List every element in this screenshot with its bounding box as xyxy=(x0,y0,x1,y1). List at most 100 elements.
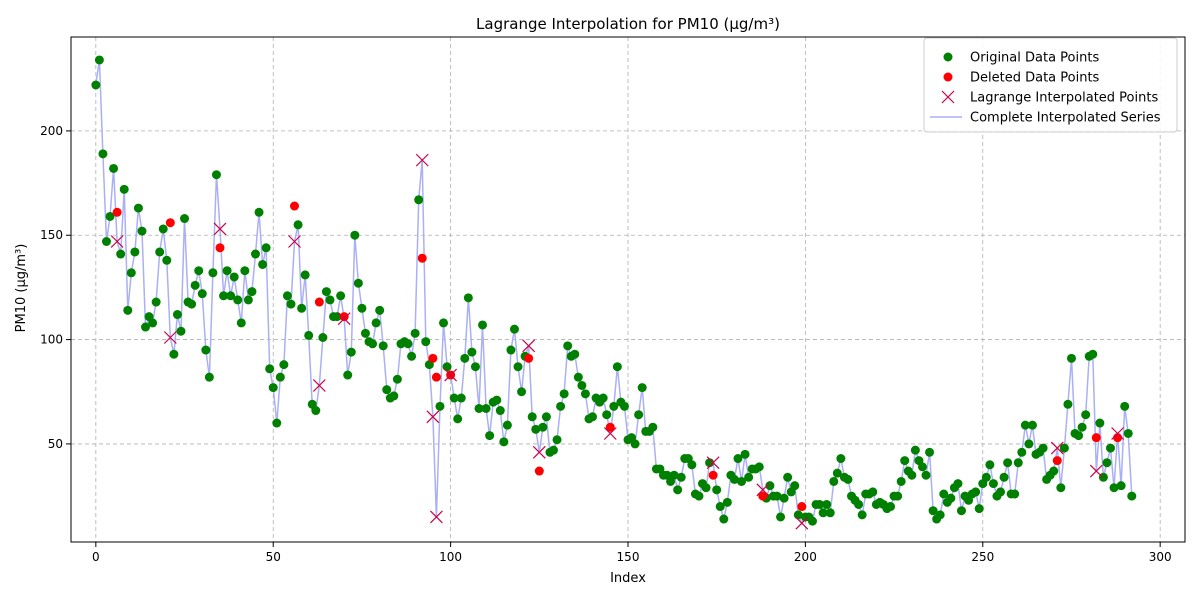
original-data-point xyxy=(353,278,363,288)
original-data-point xyxy=(141,322,151,332)
original-data-point xyxy=(815,499,825,509)
original-data-point xyxy=(981,472,991,482)
original-data-point xyxy=(687,460,697,470)
original-data-point xyxy=(548,445,558,455)
original-data-point xyxy=(634,410,644,420)
original-data-point xyxy=(506,345,516,355)
original-data-point xyxy=(1077,422,1087,432)
original-data-point xyxy=(648,422,658,432)
lagrange-interpolated-point xyxy=(522,339,536,353)
original-data-point xyxy=(300,270,310,280)
y-axis-title: PM10 (µg/m³) xyxy=(14,244,29,333)
lagrange-interpolated-point xyxy=(337,312,351,326)
original-data-point xyxy=(169,349,179,359)
x-tick-label: 250 xyxy=(971,550,994,564)
original-data-point xyxy=(499,437,509,447)
original-data-point xyxy=(98,149,108,159)
original-data-point xyxy=(350,230,360,240)
original-data-point xyxy=(630,439,640,449)
deleted-data-point xyxy=(314,297,324,307)
original-data-point xyxy=(580,389,590,399)
original-data-point xyxy=(201,345,211,355)
deleted-data-point xyxy=(758,491,768,501)
original-data-point xyxy=(843,474,853,484)
original-data-point xyxy=(939,489,949,499)
original-data-point xyxy=(1066,353,1076,363)
original-data-point xyxy=(907,470,917,480)
original-data-point xyxy=(155,247,165,257)
deleted-data-point xyxy=(1113,433,1123,443)
original-data-point xyxy=(737,476,747,486)
original-data-point xyxy=(733,454,743,464)
x-axis-title: Index xyxy=(610,571,646,586)
original-data-point xyxy=(1020,420,1030,430)
original-data-point xyxy=(744,472,754,482)
original-data-point xyxy=(190,280,200,290)
original-data-point xyxy=(836,454,846,464)
original-data-point xyxy=(538,422,548,432)
original-data-point xyxy=(204,372,214,382)
legend-interpolated-label: Lagrange Interpolated Points xyxy=(970,91,1158,106)
original-data-point xyxy=(151,297,161,307)
original-data-point xyxy=(1081,410,1091,420)
original-data-point xyxy=(765,481,775,491)
deleted-data-point xyxy=(605,422,615,432)
original-data-point xyxy=(886,502,896,512)
deleted-data-point xyxy=(165,218,175,228)
original-data-point xyxy=(570,349,580,359)
original-data-point xyxy=(531,424,541,434)
deleted-data-point xyxy=(1091,433,1101,443)
original-data-point xyxy=(460,353,470,363)
original-data-point xyxy=(953,479,963,489)
original-data-point xyxy=(222,266,232,276)
original-data-point xyxy=(1027,420,1037,430)
original-data-point xyxy=(236,318,246,328)
original-data-point xyxy=(712,485,722,495)
y-tick-label: 100 xyxy=(40,333,63,347)
original-data-point xyxy=(559,389,569,399)
deleted-data-point xyxy=(215,243,225,253)
lagrange-interpolated-point xyxy=(429,510,443,524)
original-data-point xyxy=(275,372,285,382)
original-data-point xyxy=(91,80,101,90)
original-data-point xyxy=(573,372,583,382)
original-data-point xyxy=(1088,349,1098,359)
original-data-point xyxy=(485,431,495,441)
original-data-point xyxy=(226,291,236,301)
lagrange-interpolated-point xyxy=(288,235,301,248)
lagrange-interpolated-point xyxy=(706,456,720,470)
original-data-point xyxy=(854,499,864,509)
original-data-point xyxy=(343,370,353,380)
original-data-point xyxy=(893,491,903,501)
original-data-point xyxy=(541,412,551,422)
original-data-point xyxy=(94,55,104,65)
original-data-point xyxy=(286,299,296,309)
original-data-point xyxy=(673,485,683,495)
original-data-point xyxy=(435,401,445,411)
original-data-point xyxy=(158,224,168,234)
original-data-point xyxy=(779,493,789,503)
original-data-point xyxy=(208,268,218,278)
original-data-point xyxy=(722,497,732,507)
original-data-point xyxy=(928,506,938,516)
original-data-point xyxy=(900,456,910,466)
original-data-point xyxy=(669,470,679,480)
original-data-point xyxy=(705,458,715,468)
x-tick-label: 150 xyxy=(617,550,640,564)
original-data-point xyxy=(194,266,204,276)
original-data-point xyxy=(1010,489,1020,499)
original-data-point xyxy=(910,445,920,455)
original-data-point xyxy=(701,483,711,493)
original-data-point xyxy=(421,337,431,347)
y-tick-label: 200 xyxy=(40,124,63,138)
deleted-data-point xyxy=(431,372,441,382)
deleted-data-point xyxy=(417,253,427,263)
original-data-point xyxy=(563,341,573,351)
x-tick-label: 50 xyxy=(266,550,281,564)
original-data-point xyxy=(619,401,629,411)
original-data-point xyxy=(715,502,725,512)
original-data-point xyxy=(1056,483,1066,493)
original-data-point xyxy=(318,332,328,342)
original-data-point xyxy=(517,387,527,397)
